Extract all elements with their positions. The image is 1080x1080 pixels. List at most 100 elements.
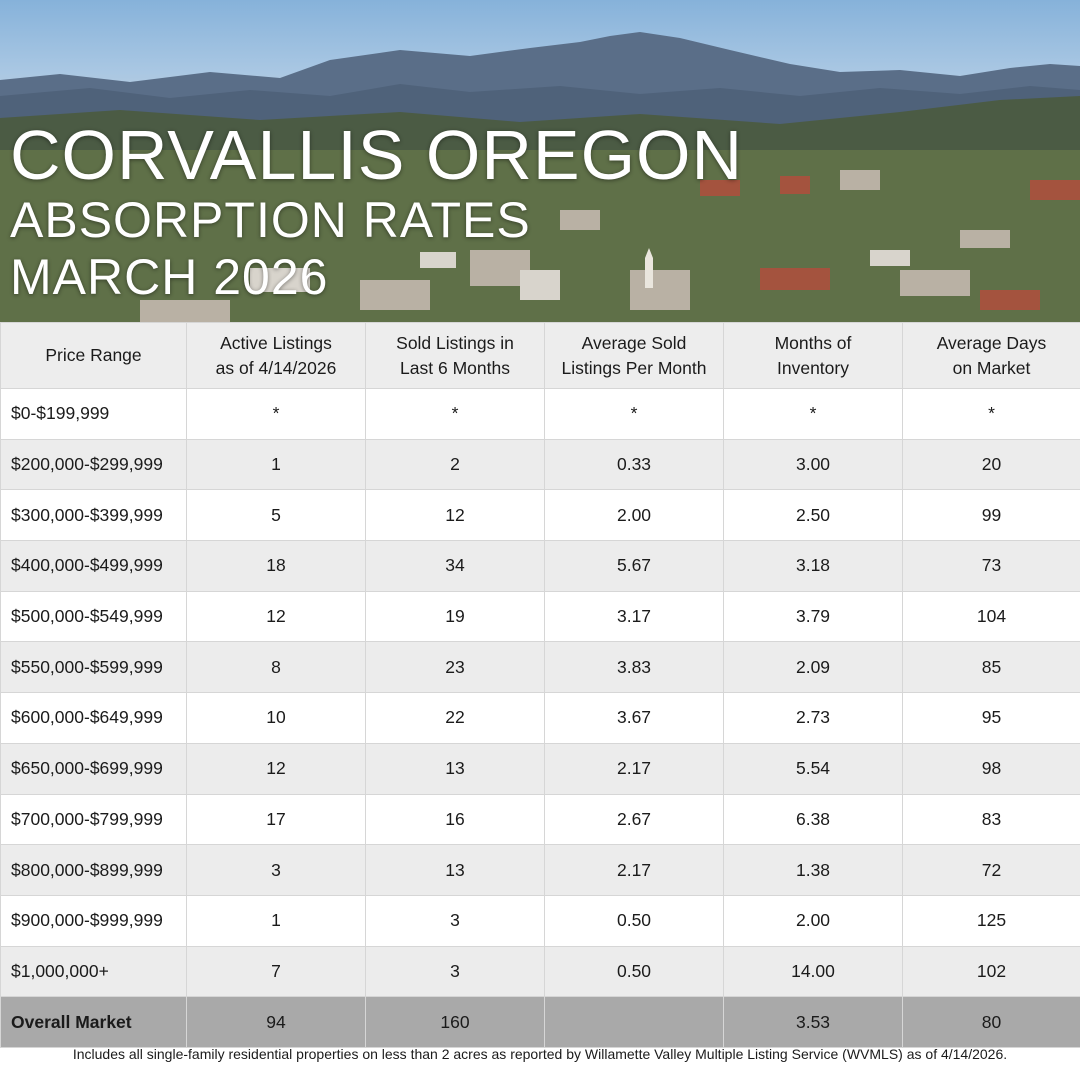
value-cell: 5.67 [544, 540, 724, 592]
value-cell: 99 [902, 489, 1080, 542]
value-cell: 2.50 [723, 489, 903, 542]
page-title: CORVALLIS OREGON [10, 116, 744, 194]
value-cell: * [723, 388, 903, 440]
table-row: $200,000-$299,999 1 2 0.33 3.00 20 [0, 438, 1080, 491]
value-cell: 12 [186, 590, 366, 643]
value-cell: 0.50 [544, 945, 724, 998]
total-value-cell: 160 [365, 996, 545, 1049]
value-cell: 34 [365, 540, 545, 592]
overall-market-label: Overall Market [0, 996, 187, 1049]
column-header-text: Months of [774, 332, 852, 353]
value-cell: 6.38 [723, 793, 903, 846]
price-range-cell: $500,000-$549,999 [0, 590, 187, 643]
table-row: $800,000-$899,999 3 13 2.17 1.38 72 [0, 844, 1080, 896]
value-cell: 3.83 [544, 641, 724, 694]
value-cell: 5.54 [723, 742, 903, 795]
column-header-text: as of 4/14/2026 [215, 357, 337, 378]
value-cell: 104 [902, 590, 1080, 643]
value-cell: 13 [365, 742, 545, 795]
value-cell: 17 [186, 793, 366, 846]
value-cell: 73 [902, 540, 1080, 592]
price-range-cell: $300,000-$399,999 [0, 489, 187, 542]
value-cell: 16 [365, 793, 545, 846]
column-header: Months of Inventory [723, 322, 903, 389]
value-cell: 83 [902, 793, 1080, 846]
price-range-cell: $650,000-$699,999 [0, 742, 187, 795]
value-cell: 18 [186, 540, 366, 592]
value-cell: 13 [365, 844, 545, 896]
column-header: Active Listings as of 4/14/2026 [186, 322, 366, 389]
value-cell: 95 [902, 692, 1080, 744]
value-cell: 2.17 [544, 844, 724, 896]
value-cell: 3.17 [544, 590, 724, 643]
column-header-text: Average Sold [581, 332, 687, 353]
value-cell: 125 [902, 894, 1080, 947]
value-cell: 3.67 [544, 692, 724, 744]
value-cell: * [544, 388, 724, 440]
column-header-text: Active Listings [220, 332, 332, 353]
value-cell: 19 [365, 590, 545, 643]
column-header: Average Days on Market [902, 322, 1080, 389]
page-subtitle: ABSORPTION RATES [10, 192, 531, 248]
value-cell: 3.79 [723, 590, 903, 643]
value-cell: 20 [902, 438, 1080, 491]
column-header-text: Last 6 Months [400, 357, 510, 378]
price-range-cell: $700,000-$799,999 [0, 793, 187, 846]
column-header-text: on Market [952, 357, 1031, 378]
city-skyline-with-mountain-photo [0, 32, 1080, 322]
table-body: $0-$199,999 * * * * * $200,000-$299,999 1 2 0.33 3… [0, 388, 1080, 1049]
table-row: $650,000-$699,999 12 13 2.17 5.54 98 [0, 742, 1080, 795]
value-cell: 3.18 [723, 540, 903, 592]
value-cell: 2.67 [544, 793, 724, 846]
table-row: $0-$199,999 * * * * * [0, 388, 1080, 440]
table-row: $1,000,000+ 7 3 0.50 14.00 102 [0, 945, 1080, 998]
price-range-cell: $1,000,000+ [0, 945, 187, 998]
table-row: $700,000-$799,999 17 16 2.67 6.38 83 [0, 793, 1080, 846]
value-cell: 12 [365, 489, 545, 542]
value-cell: 7 [186, 945, 366, 998]
column-header-text: Inventory [777, 357, 849, 378]
price-range-cell: $400,000-$499,999 [0, 540, 187, 592]
column-header: Price Range [0, 322, 187, 389]
total-value-cell [544, 996, 724, 1049]
value-cell: 98 [902, 742, 1080, 795]
value-cell: 10 [186, 692, 366, 744]
value-cell: 1 [186, 438, 366, 491]
value-cell: 5 [186, 489, 366, 542]
title-block: CORVALLIS OREGON ABSORPTION RATES MARCH … [10, 118, 743, 306]
overall-market-row: Overall Market 94 160 3.53 80 [0, 996, 1080, 1049]
value-cell: 3 [365, 945, 545, 998]
value-cell: * [365, 388, 545, 440]
price-range-cell: $600,000-$649,999 [0, 692, 187, 744]
value-cell: * [186, 388, 366, 440]
column-header: Average Sold Listings Per Month [544, 322, 724, 389]
value-cell: 2.00 [723, 894, 903, 947]
price-range-cell: $800,000-$899,999 [0, 844, 187, 896]
value-cell: 2.00 [544, 489, 724, 542]
footnote: Includes all single-family residential p… [72, 1046, 1008, 1062]
value-cell: 3 [186, 844, 366, 896]
total-value-cell: 80 [902, 996, 1080, 1049]
value-cell: 2 [365, 438, 545, 491]
value-cell: 14.00 [723, 945, 903, 998]
value-cell: * [902, 388, 1080, 440]
report-period: MARCH 2026 [10, 249, 329, 305]
table-header-row: Price Range Active Listings as of 4/14/202… [0, 322, 1080, 389]
hero-photo: CORVALLIS OREGON ABSORPTION RATES MARCH … [0, 0, 1080, 322]
total-value-cell: 94 [186, 996, 366, 1049]
table-row: $500,000-$549,999 12 19 3.17 3.79 104 [0, 590, 1080, 643]
value-cell: 85 [902, 641, 1080, 694]
value-cell: 2.17 [544, 742, 724, 795]
value-cell: 22 [365, 692, 545, 744]
value-cell: 102 [902, 945, 1080, 998]
table-row: $550,000-$599,999 8 23 3.83 2.09 85 [0, 641, 1080, 694]
value-cell: 2.73 [723, 692, 903, 744]
table-row: $900,000-$999,999 1 3 0.50 2.00 125 [0, 894, 1080, 947]
column-header: Sold Listings in Last 6 Months [365, 322, 545, 389]
table-row: $400,000-$499,999 18 34 5.67 3.18 73 [0, 540, 1080, 592]
price-range-cell: $900,000-$999,999 [0, 894, 187, 947]
value-cell: 2.09 [723, 641, 903, 694]
value-cell: 0.33 [544, 438, 724, 491]
value-cell: 1 [186, 894, 366, 947]
price-range-cell: $550,000-$599,999 [0, 641, 187, 694]
